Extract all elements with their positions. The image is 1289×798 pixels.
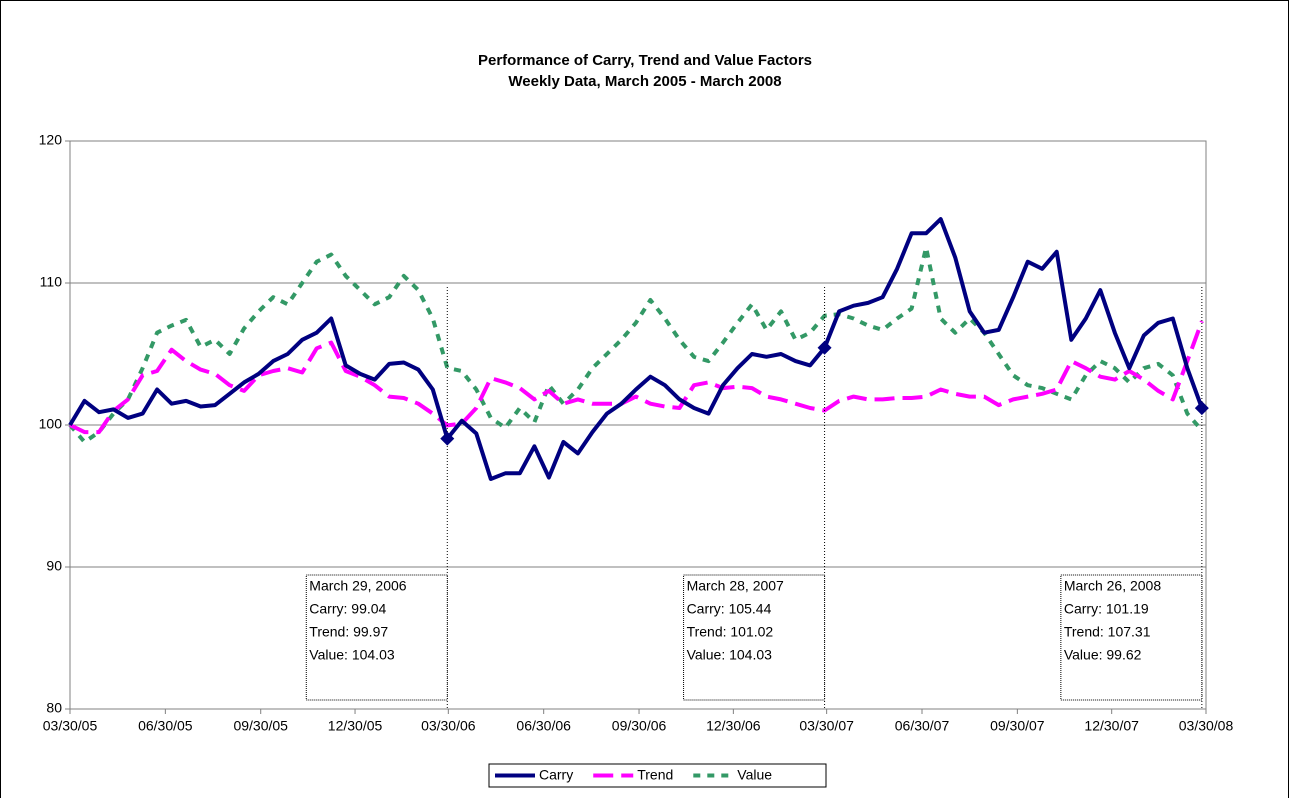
annotation-text: Trend: 101.02 <box>687 624 774 640</box>
annotation-box <box>305 574 448 701</box>
annotation-text: Trend: 99.97 <box>309 624 388 640</box>
x-tick-label: 03/30/05 <box>43 718 98 734</box>
x-tick-label: 09/30/07 <box>990 718 1045 734</box>
series-line <box>68 245 1204 444</box>
annotation-marker <box>1194 401 1209 416</box>
x-tick-label: 12/30/06 <box>706 718 761 734</box>
annotation-box <box>1060 574 1203 701</box>
legend-box <box>488 763 827 788</box>
annotation-text: Carry: 99.04 <box>309 601 386 617</box>
annotation-text: March 29, 2006 <box>309 578 406 594</box>
x-tick-label: 12/30/05 <box>328 718 383 734</box>
x-tick-label: 06/30/05 <box>138 718 193 734</box>
legend-label: Carry <box>539 767 573 783</box>
legend-label: Value <box>737 767 772 783</box>
series-line <box>68 217 1204 481</box>
x-tick-label: 06/30/07 <box>895 718 950 734</box>
annotation-text: Value: 99.62 <box>1064 647 1142 663</box>
x-tick-label: 09/30/06 <box>612 718 667 734</box>
chart-title: Performance of Carry, Trend and Value Fa… <box>478 52 812 69</box>
x-tick-label: 03/30/08 <box>1179 718 1234 734</box>
annotation-text: Carry: 101.19 <box>1064 601 1149 617</box>
y-tick-label: 80 <box>46 700 62 716</box>
y-tick-label: 110 <box>40 274 63 290</box>
annotation-text: Trend: 107.31 <box>1064 624 1151 640</box>
annotation-marker <box>817 340 832 355</box>
annotation-marker <box>440 431 455 446</box>
x-tick-label: 06/30/06 <box>516 718 571 734</box>
annotation-text: Carry: 105.44 <box>687 601 772 617</box>
x-tick-label: 09/30/05 <box>233 718 288 734</box>
x-tick-label: 12/30/07 <box>1084 718 1139 734</box>
x-tick-label: 03/30/07 <box>799 718 854 734</box>
annotation-text: March 28, 2007 <box>687 578 784 594</box>
annotation-text: Value: 104.03 <box>687 647 773 663</box>
x-tick-label: 03/30/06 <box>421 718 476 734</box>
annotation-box <box>683 574 826 701</box>
annotation-text: March 26, 2008 <box>1064 578 1161 594</box>
series-line <box>69 320 1204 435</box>
annotation-text: Value: 104.03 <box>309 647 395 663</box>
y-tick-label: 90 <box>46 558 62 574</box>
y-tick-label: 100 <box>39 416 63 432</box>
y-tick-label: 120 <box>39 132 63 148</box>
legend-label: Trend <box>637 767 673 783</box>
chart-subtitle: Weekly Data, March 2005 - March 2008 <box>508 73 781 90</box>
